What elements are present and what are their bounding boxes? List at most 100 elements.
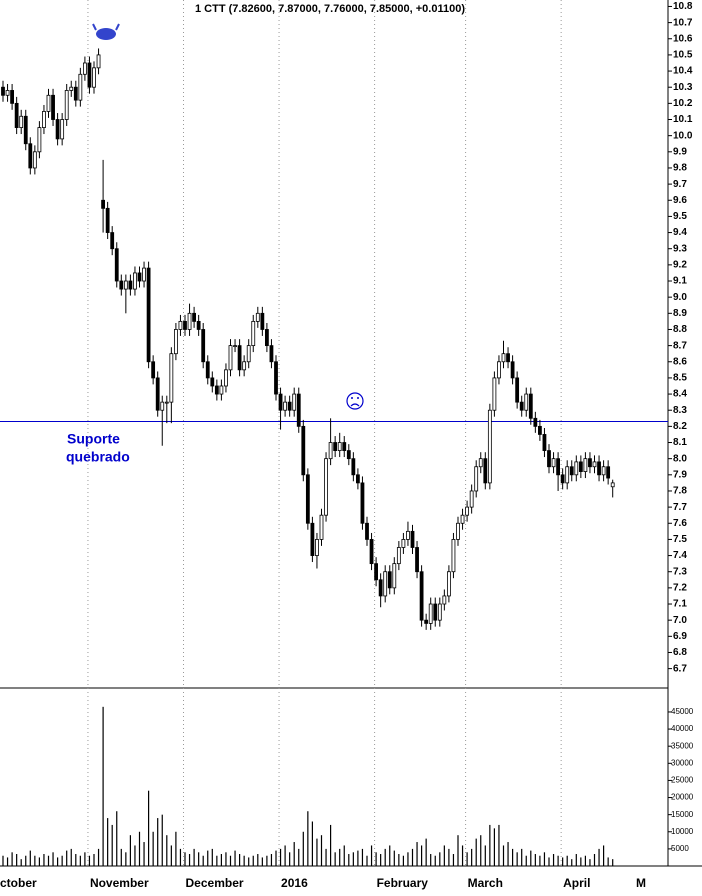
x-tick-label: 2016 xyxy=(281,876,308,890)
candle-body xyxy=(369,539,374,565)
volume-bar xyxy=(562,857,564,866)
volume-bar xyxy=(584,855,586,866)
candle-body xyxy=(119,280,124,290)
candle-body xyxy=(374,563,379,581)
y-tick-label: 9.4 xyxy=(673,227,687,238)
candle-body xyxy=(237,345,242,371)
candle-body xyxy=(469,490,474,508)
volume-bar xyxy=(93,854,95,866)
candle-body xyxy=(324,458,328,516)
y-tick-label: 8.5 xyxy=(673,373,687,384)
y-tick-label: 10.7 xyxy=(673,17,693,28)
candle-body xyxy=(246,345,251,363)
volume-bar xyxy=(125,852,127,866)
volume-bar xyxy=(580,857,582,866)
volume-bar xyxy=(425,838,427,866)
volume-bar xyxy=(393,850,395,866)
volume-bar xyxy=(275,850,277,866)
volume-bar xyxy=(502,845,505,866)
volume-bar xyxy=(107,818,109,866)
candle-body xyxy=(287,401,292,411)
volume-bar xyxy=(266,855,268,866)
y-tick-label: 7.9 xyxy=(673,469,687,480)
candle-body xyxy=(73,86,78,101)
candle-body xyxy=(383,571,388,597)
volume-bar xyxy=(79,855,81,866)
candle-body xyxy=(142,267,146,282)
candle-body xyxy=(305,474,310,524)
volume-bar xyxy=(575,854,577,866)
candle-body xyxy=(219,385,224,395)
y-tick-label: 7.5 xyxy=(673,534,687,545)
candle-body xyxy=(14,102,19,128)
volume-bar xyxy=(211,848,213,866)
y2-tick-label: 45000 xyxy=(671,707,694,716)
candle-body xyxy=(210,377,215,387)
volume-bar xyxy=(530,850,532,866)
y-tick-label: 9.1 xyxy=(673,276,687,287)
volume-bar xyxy=(334,852,336,866)
candle-body xyxy=(456,522,460,540)
volume-bar xyxy=(243,855,245,866)
volume-bar xyxy=(239,854,241,866)
candle-body xyxy=(178,320,183,330)
volume-bar xyxy=(366,855,368,866)
candle-body xyxy=(346,450,351,460)
candle-body xyxy=(214,385,219,395)
volume-bar xyxy=(493,828,495,866)
bull-icon xyxy=(92,23,120,40)
volume-bar xyxy=(161,814,163,866)
y-tick-label: 7.4 xyxy=(673,550,687,561)
volume-bar xyxy=(120,848,122,866)
y-tick-label: 7.1 xyxy=(673,599,687,610)
candle-body xyxy=(128,280,133,290)
volume-bar xyxy=(361,848,364,866)
volume-bar xyxy=(29,850,31,866)
y2-tick-label: 5000 xyxy=(671,844,689,853)
candle-body xyxy=(542,434,547,451)
volume-bar xyxy=(416,842,418,866)
y-tick-label: 7.6 xyxy=(673,518,687,529)
candle-body xyxy=(446,571,451,597)
y2-tick-label: 30000 xyxy=(671,758,694,767)
volume-bar xyxy=(475,838,477,866)
candle-body xyxy=(251,320,256,347)
y-tick-label: 7.2 xyxy=(673,583,687,594)
candle-body xyxy=(224,369,228,387)
volume-bar xyxy=(557,855,559,866)
volume-bar xyxy=(207,850,209,866)
volume-bar xyxy=(534,854,536,866)
y-tick-label: 8.1 xyxy=(673,437,687,448)
x-tick-label: November xyxy=(90,876,149,890)
volume-bar xyxy=(279,848,282,866)
volume-bar xyxy=(216,855,218,866)
volume-bar xyxy=(175,831,177,866)
y-tick-label: 9.3 xyxy=(673,243,687,254)
volume-bar xyxy=(443,845,445,866)
y-tick-label: 8.2 xyxy=(673,421,687,432)
volume-bar xyxy=(484,845,486,866)
y-tick-label: 8.3 xyxy=(673,405,687,416)
candle-body xyxy=(296,393,301,427)
y-tick-label: 10.2 xyxy=(673,98,693,109)
y-tick-label: 7.3 xyxy=(673,566,687,577)
y-tick-label: 9.0 xyxy=(673,292,687,303)
candle-body xyxy=(310,522,315,556)
y-tick-label: 10.5 xyxy=(673,50,693,61)
volume-bar xyxy=(598,848,600,866)
candle-body xyxy=(164,401,169,404)
candle-body xyxy=(588,458,592,468)
volume-bar xyxy=(184,852,186,866)
candle-body xyxy=(569,466,574,476)
candle-body xyxy=(601,466,606,476)
candle-body xyxy=(528,393,533,419)
y-tick-label: 10.6 xyxy=(673,33,693,44)
y-tick-label: 7.7 xyxy=(673,502,687,513)
y-tick-label: 8.8 xyxy=(673,324,687,335)
y2-tick-label: 15000 xyxy=(671,810,694,819)
candle-body xyxy=(205,361,210,379)
volume-bar xyxy=(452,854,455,866)
volume-bar xyxy=(375,852,377,866)
candle-body xyxy=(69,86,74,91)
